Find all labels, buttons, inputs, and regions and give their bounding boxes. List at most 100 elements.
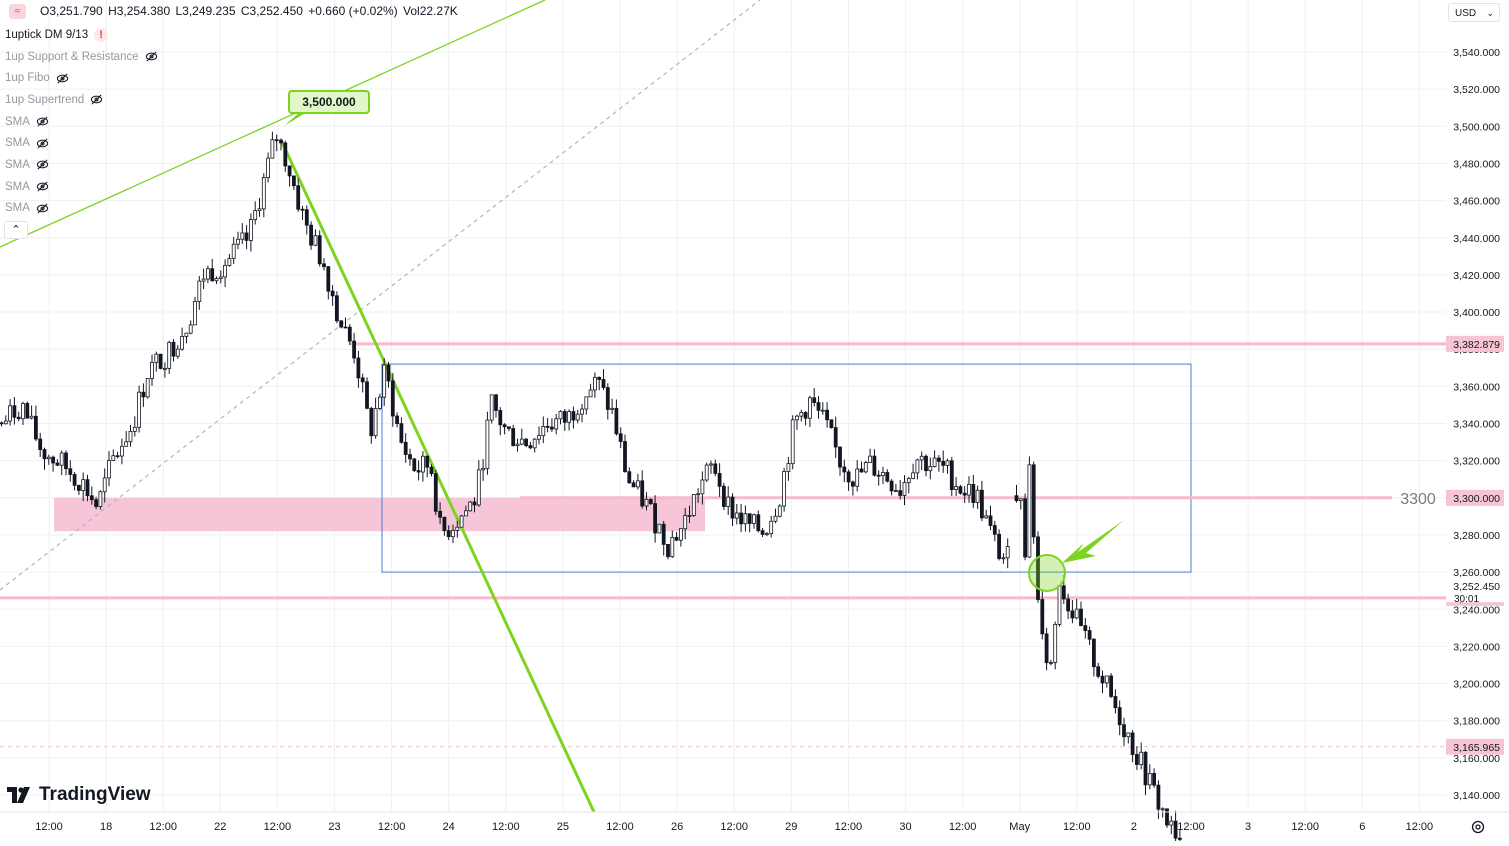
eye-hidden-icon[interactable] — [36, 158, 49, 171]
level-price-label: 3,300.000 — [1453, 493, 1500, 505]
candle-up — [373, 408, 378, 437]
candle-up — [636, 480, 640, 488]
candle-down — [1173, 820, 1178, 839]
candle-up — [902, 482, 907, 496]
time-tick-label: 12:00 — [1177, 821, 1205, 833]
candle-down — [429, 466, 434, 475]
candle-down — [1130, 732, 1135, 755]
candle-down — [304, 209, 309, 226]
eye-hidden-icon[interactable] — [145, 50, 158, 63]
candle-up — [588, 389, 593, 398]
time-tick-label: 23 — [328, 821, 340, 833]
candle-down — [842, 466, 847, 473]
candle-up — [468, 501, 473, 512]
candle-down — [425, 455, 430, 468]
currency-select[interactable]: USD ⌄ — [1448, 3, 1500, 22]
candle-down — [760, 530, 765, 535]
annotation-pointer — [284, 112, 307, 126]
indicator-row[interactable]: SMA — [5, 198, 158, 220]
candle-up — [377, 396, 382, 409]
collapse-legend-button[interactable]: ⌃ — [4, 221, 28, 239]
candle-down — [1092, 638, 1096, 668]
candle-down — [623, 441, 627, 473]
eye-hidden-icon[interactable] — [36, 137, 49, 150]
dashed-level-label: 3,165.965 — [1453, 742, 1500, 754]
price-tick-label: 3,220.000 — [1453, 641, 1500, 653]
eye-hidden-icon[interactable] — [56, 72, 69, 85]
candle-up — [214, 278, 219, 282]
candle-up — [240, 232, 245, 240]
indicator-row[interactable]: SMA — [5, 111, 158, 133]
candle-down — [494, 394, 498, 411]
candle-up — [700, 479, 705, 495]
candle-down — [717, 473, 722, 487]
candle-down — [545, 425, 550, 428]
candle-down — [511, 428, 516, 447]
indicator-row[interactable]: SMA — [5, 132, 158, 154]
eye-hidden-icon[interactable] — [36, 180, 49, 193]
eye-hidden-icon[interactable] — [36, 202, 49, 215]
approx-equal-icon[interactable]: ≈ — [9, 4, 26, 19]
candle-up — [180, 336, 185, 350]
candle-down — [1152, 772, 1156, 786]
candle-down — [739, 512, 743, 525]
price-tick-label: 3,460.000 — [1453, 196, 1500, 208]
time-tick-label: 3 — [1245, 821, 1251, 833]
indicator-row[interactable]: 1up Supertrend — [5, 89, 158, 111]
indicator-row[interactable]: SMA — [5, 176, 158, 198]
current-price-label: 3,252.450 — [1453, 581, 1500, 593]
indicator-row[interactable]: 1up Support & Resistance — [5, 46, 158, 68]
candle-down — [498, 410, 503, 426]
candle-down — [502, 424, 507, 428]
candle-up — [1049, 662, 1053, 664]
candle-down — [747, 513, 752, 524]
candle-down — [1066, 598, 1070, 612]
candle-down — [730, 496, 735, 519]
candle-up — [1074, 608, 1079, 619]
candle-up — [915, 459, 920, 474]
time-tick-label: 12:00 — [378, 821, 406, 833]
candle-up — [1057, 585, 1062, 625]
tradingview-logo[interactable]: TradingView — [7, 784, 151, 806]
indicator-row[interactable]: SMA — [5, 154, 158, 176]
candle-up — [610, 407, 614, 410]
candle-up — [46, 456, 51, 460]
candle-down — [631, 482, 636, 488]
time-tick-label: 12:00 — [949, 821, 977, 833]
time-tick-label: 12:00 — [720, 821, 748, 833]
candle-down — [369, 407, 374, 437]
settings-gear-icon[interactable] — [1470, 819, 1486, 835]
indicator-row[interactable]: 1uptick DM 9/13! — [5, 24, 158, 46]
candle-down — [506, 426, 511, 429]
grid-lines — [0, 0, 1446, 812]
eye-hidden-icon[interactable] — [90, 93, 103, 106]
indicator-row[interactable]: 1up Fibo — [5, 67, 158, 89]
candle-down — [403, 441, 408, 455]
candle-up — [769, 520, 774, 535]
time-tick-label: 30 — [899, 821, 911, 833]
candle-up — [593, 376, 597, 391]
candle-down — [89, 495, 94, 501]
candle-down — [300, 208, 305, 211]
candle-down — [876, 474, 881, 477]
price-axis: 3,140.000 3,160.000 3,180.000 3,200.000 3,22… — [1446, 0, 1509, 812]
candle-up — [928, 466, 933, 472]
rising-trend-line — [0, 0, 546, 248]
chevron-down-icon: ⌄ — [1486, 8, 1494, 18]
candle-up — [107, 460, 111, 479]
candle-down — [653, 503, 657, 534]
candle-up — [881, 472, 885, 477]
candle-down — [1117, 707, 1122, 726]
candle-down — [846, 471, 851, 483]
candle-up — [773, 515, 778, 522]
price-tick-label: 3,500.000 — [1453, 121, 1500, 133]
candle-down — [343, 326, 348, 329]
candle-down — [1014, 495, 1019, 502]
candle-up — [855, 468, 860, 487]
warning-icon[interactable]: ! — [94, 27, 109, 42]
candle-down — [661, 523, 666, 545]
eye-hidden-icon[interactable] — [36, 115, 49, 128]
candle-up — [3, 420, 8, 425]
